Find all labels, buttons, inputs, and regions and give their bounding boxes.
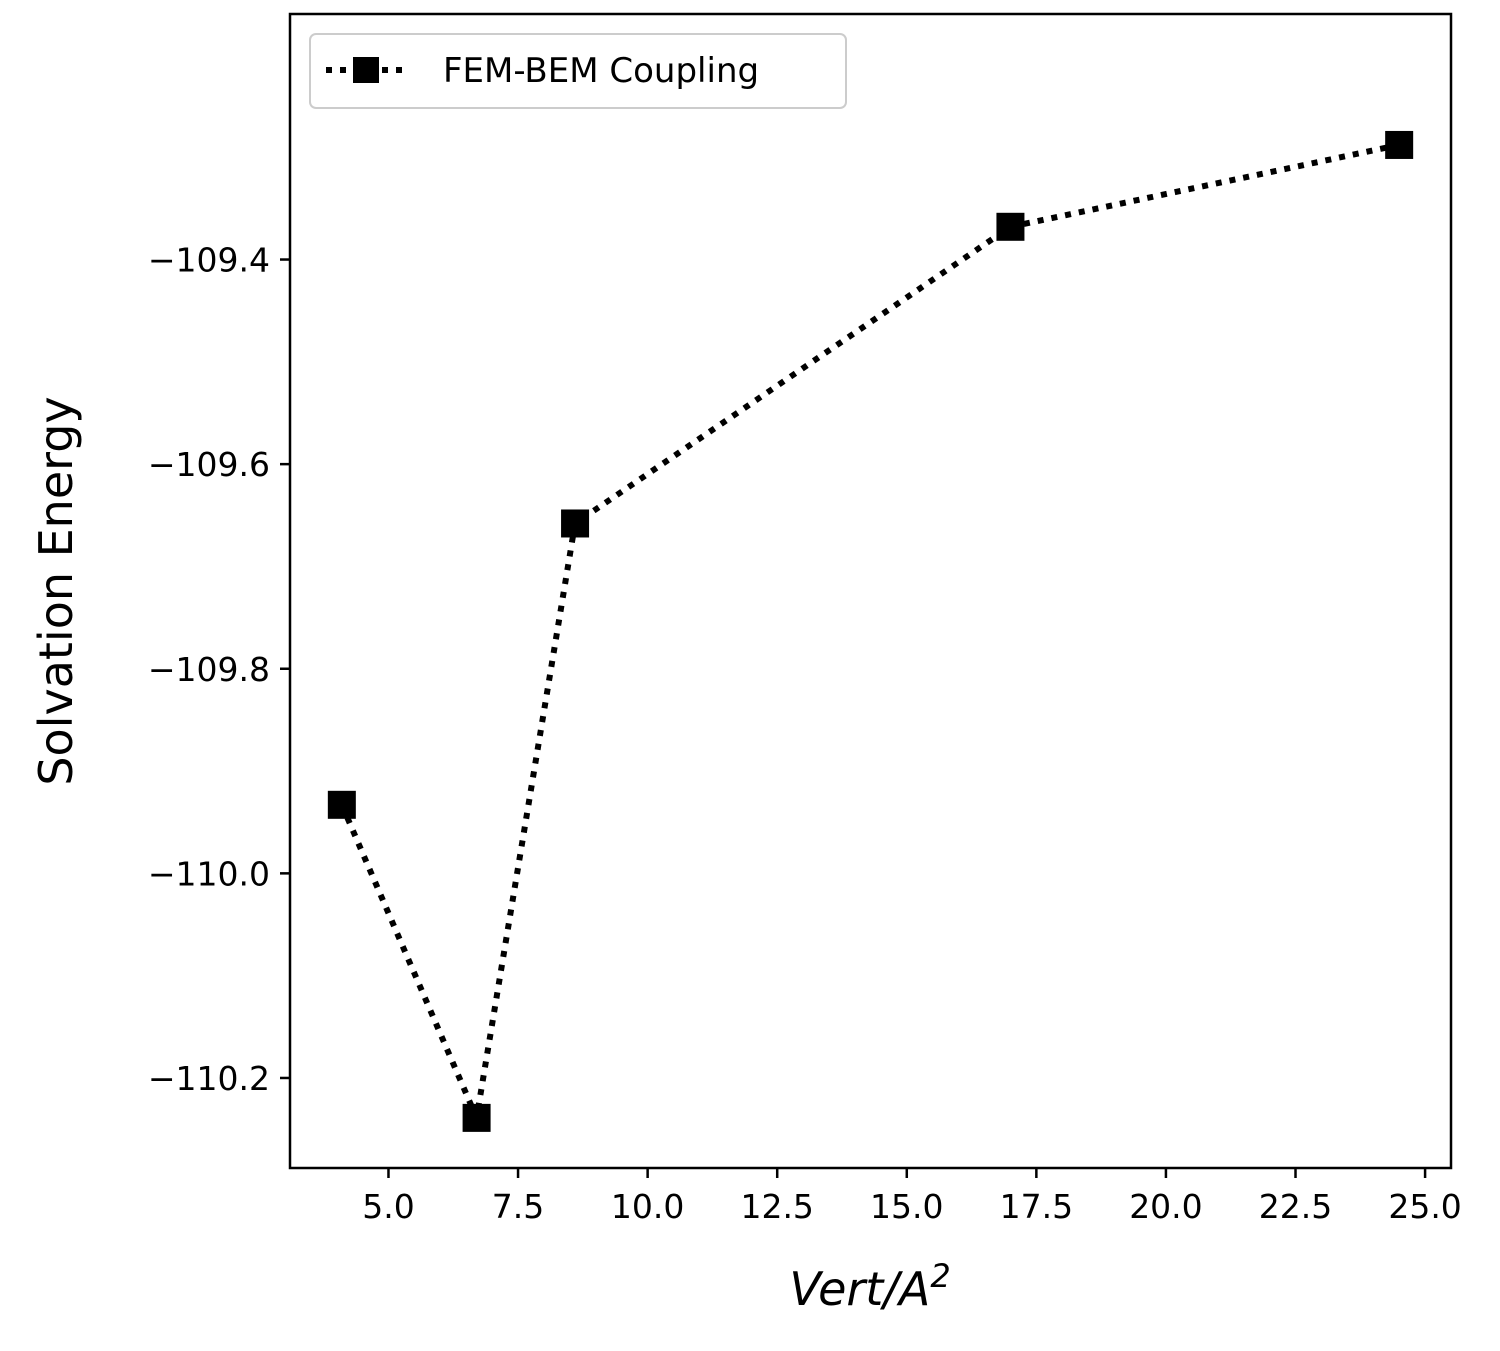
x-axis-label-superscript: 2 [930,1257,950,1295]
plot-area [288,12,1453,1170]
data-point [1385,130,1414,159]
y-axis-label: Solvation Energy [29,396,83,785]
data-point [996,212,1025,241]
legend-label: FEM-BEM Coupling [443,51,759,91]
x-axis-label: Vert/A2 [789,1257,950,1316]
x-tick-label: 5.0 [362,1187,414,1226]
x-tick-label: 20.0 [1129,1187,1202,1226]
x-tick-label: 7.5 [492,1187,544,1226]
y-tick-label: −110.0 [148,854,270,893]
y-tick-label: −110.2 [148,1059,270,1098]
data-point [561,509,590,538]
legend: FEM-BEM Coupling [309,33,847,109]
x-tick-label: 22.5 [1259,1187,1332,1226]
x-axis-label-text: Vert/A [789,1262,930,1316]
y-tick-label: −109.6 [148,445,270,484]
x-axis-ticks: 5.0 7.5 10.0 12.5 15.0 17.5 20.0 22.5 25.0 [362,1168,1462,1226]
x-tick-label: 10.0 [611,1187,684,1226]
y-tick-label: −109.8 [148,650,270,689]
x-tick-label: 12.5 [740,1187,813,1226]
y-tick-label: −109.4 [148,241,270,280]
legend-marker [353,57,379,83]
x-tick-label: 15.0 [870,1187,943,1226]
data-point [327,790,356,819]
x-tick-label: 17.5 [1000,1187,1073,1226]
data-point [462,1103,491,1132]
x-tick-label: 25.0 [1388,1187,1461,1226]
legend-frame [309,33,847,109]
y-axis-ticks: −109.4 −109.6 −109.8 −110.0 −110.2 [148,241,290,1098]
series-layer [327,130,1414,1132]
